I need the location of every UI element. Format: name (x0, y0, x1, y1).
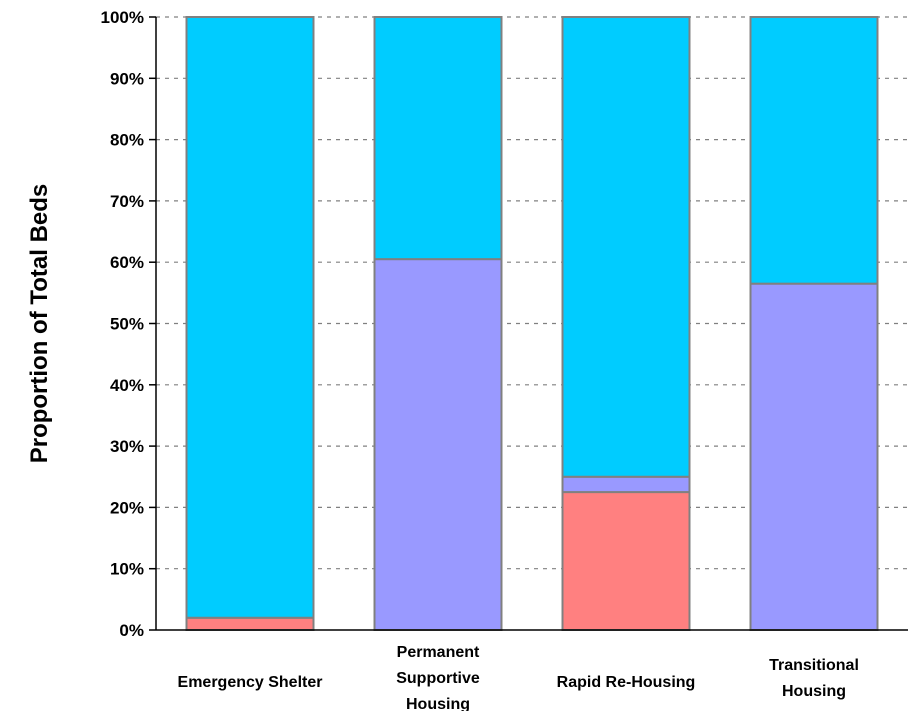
y-tick-label: 10% (110, 560, 144, 579)
axes (149, 16, 908, 631)
y-tick-label: 90% (110, 69, 144, 88)
y-tick-label: 20% (110, 498, 144, 517)
x-category-label: Permanent Supportive Housing (396, 644, 480, 711)
y-tick-label: 100% (101, 8, 144, 27)
bar-segment (561, 16, 691, 478)
y-tick-label: 40% (110, 376, 144, 395)
bar-segment (749, 282, 879, 631)
bar-segment (373, 16, 503, 261)
y-axis-title: Proportion of Total Beds (26, 184, 53, 464)
bars (185, 16, 879, 632)
bar-segment (749, 16, 879, 285)
labels: 0% 10% 20% 30% 40% 50% 60% 70% 80% 90% 100% Emergen… (26, 8, 859, 713)
bar-segment (561, 475, 691, 494)
bar-segment (373, 258, 503, 631)
x-category-label: Emergency Shelter (178, 674, 323, 691)
bar-segment (185, 16, 315, 619)
x-category-label: Rapid Re-Housing (557, 674, 696, 691)
y-tick-label: 60% (110, 253, 144, 272)
y-tick-label: 70% (110, 192, 144, 211)
y-tick-label: 0% (119, 621, 144, 640)
y-tick-label: 30% (110, 437, 144, 456)
bar-segment (561, 491, 691, 632)
y-tick-label: 80% (110, 131, 144, 150)
bar-segment (185, 616, 315, 631)
y-tick-label: 50% (110, 315, 144, 334)
x-category-label: Transitional Housing (769, 657, 859, 700)
